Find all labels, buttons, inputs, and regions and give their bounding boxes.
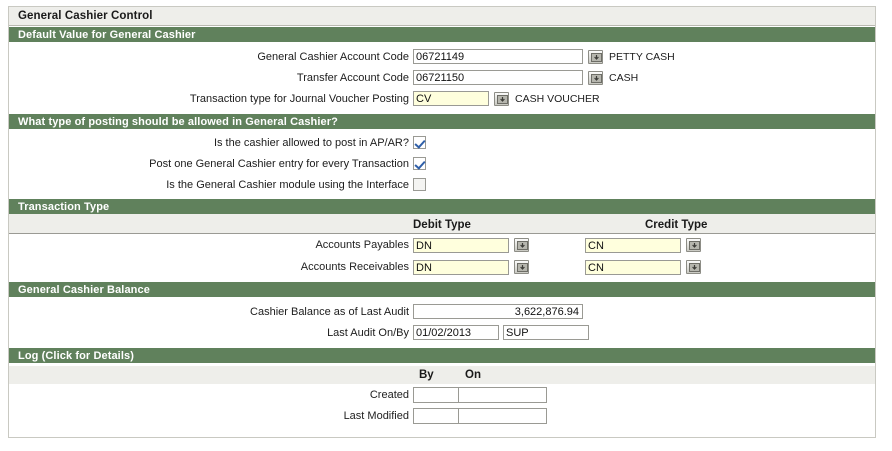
input-last-audit-date[interactable]: 01/02/2013 — [413, 325, 499, 340]
browse-icon[interactable] — [494, 91, 509, 106]
label-using-interface: Is the General Cashier module using the … — [166, 178, 409, 191]
checkbox-using-interface[interactable] — [413, 178, 426, 191]
input-accounts-payables-credit-type[interactable]: CN — [585, 237, 681, 253]
section-header-transaction-type-label: Transaction Type — [18, 200, 110, 213]
section-body-posting-options: Is the cashier allowed to post in AP/AR?… — [9, 129, 875, 198]
label-cashier-balance: Cashier Balance as of Last Audit — [250, 305, 409, 318]
description-journal-voucher-transaction-type: CASH VOUCHER — [515, 92, 600, 105]
section-body-log: By On Created Last Modified — [9, 363, 875, 432]
checkbox-row-using-interface: Is the General Cashier module using the … — [9, 174, 875, 195]
browse-icon[interactable] — [514, 238, 529, 252]
browse-icon[interactable] — [514, 260, 529, 274]
section-header-transaction-type: Transaction Type — [9, 198, 875, 214]
window-titlebar: General Cashier Control — [9, 7, 875, 26]
input-accounts-receivables-debit-type[interactable]: DN — [413, 259, 509, 275]
browse-icon[interactable] — [686, 260, 701, 274]
section-body-default-value: General Cashier Account Code 06721149 PE… — [9, 42, 875, 113]
section-header-posting-options: What type of posting should be allowed i… — [9, 113, 875, 129]
label-journal-voucher-transaction-type: Transaction type for Journal Voucher Pos… — [189, 92, 409, 105]
input-general-cashier-account-code[interactable]: 06721149 — [413, 49, 583, 64]
input-accounts-receivables-credit-type[interactable]: CN — [585, 259, 681, 275]
label-post-in-ap-ar: Is the cashier allowed to post in AP/AR? — [213, 136, 409, 149]
label-log-last-modified: Last Modified — [343, 409, 409, 422]
transaction-type-row-accounts-receivables: Accounts Receivables DN CN — [9, 256, 875, 278]
label-accounts-receivables: Accounts Receivables — [300, 261, 409, 273]
description-transfer-account-code: CASH — [609, 71, 639, 84]
transaction-type-row-accounts-payables: Accounts Payables DN CN — [9, 234, 875, 256]
field-row-cashier-balance: Cashier Balance as of Last Audit 3,622,8… — [9, 301, 875, 322]
field-row-last-audit: Last Audit On/By 01/02/2013 SUP — [9, 322, 875, 343]
label-last-audit: Last Audit On/By — [327, 326, 409, 339]
section-header-default-value-label: Default Value for General Cashier — [18, 28, 196, 41]
value-log-last-modified-on — [459, 407, 547, 424]
section-body-general-cashier-balance: Cashier Balance as of Last Audit 3,622,8… — [9, 297, 875, 347]
transaction-type-column-headers: Debit Type Credit Type — [9, 214, 875, 234]
checkbox-row-post-in-ap-ar: Is the cashier allowed to post in AP/AR? — [9, 132, 875, 153]
browse-icon[interactable] — [686, 238, 701, 252]
value-log-last-modified-by — [413, 407, 459, 424]
label-general-cashier-account-code: General Cashier Account Code — [257, 50, 409, 63]
section-body-transaction-type: Debit Type Credit Type Accounts Payables… — [9, 214, 875, 281]
section-header-log[interactable]: Log (Click for Details) — [9, 347, 875, 363]
section-header-general-cashier-balance-label: General Cashier Balance — [18, 283, 150, 296]
input-journal-voucher-transaction-type[interactable]: CV — [413, 91, 489, 106]
log-row-last-modified: Last Modified — [9, 405, 875, 426]
label-one-entry-per-transaction: Post one General Cashier entry for every… — [149, 157, 409, 170]
checkbox-post-in-ap-ar[interactable] — [413, 136, 426, 149]
column-header-debit-type: Debit Type — [413, 219, 471, 231]
value-log-created-on — [459, 386, 547, 403]
section-header-default-value: Default Value for General Cashier — [9, 26, 875, 42]
value-log-created-by — [413, 386, 459, 403]
log-column-headers: By On — [9, 366, 875, 384]
section-header-log-label: Log (Click for Details) — [18, 349, 134, 362]
column-header-log-by: By — [419, 369, 434, 381]
section-header-general-cashier-balance: General Cashier Balance — [9, 281, 875, 297]
label-log-created: Created — [369, 388, 409, 401]
general-cashier-control-panel: General Cashier Control Default Value fo… — [8, 6, 876, 438]
input-cashier-balance[interactable]: 3,622,876.94 — [413, 304, 583, 319]
checkbox-row-one-entry-per-transaction: Post one General Cashier entry for every… — [9, 153, 875, 174]
section-header-posting-options-label: What type of posting should be allowed i… — [18, 115, 338, 128]
log-row-created: Created — [9, 384, 875, 405]
column-header-credit-type: Credit Type — [645, 219, 708, 231]
description-general-cashier-account-code: PETTY CASH — [609, 50, 675, 63]
browse-icon[interactable] — [588, 49, 603, 64]
field-row-transfer-account-code: Transfer Account Code 06721150 CASH — [9, 67, 875, 88]
input-transfer-account-code[interactable]: 06721150 — [413, 70, 583, 85]
field-row-general-cashier-account-code: General Cashier Account Code 06721149 PE… — [9, 46, 875, 67]
browse-icon[interactable] — [588, 70, 603, 85]
input-accounts-payables-debit-type[interactable]: DN — [413, 237, 509, 253]
column-header-log-on: On — [465, 369, 481, 381]
input-last-audit-by[interactable]: SUP — [503, 325, 589, 340]
field-row-journal-voucher-transaction-type: Transaction type for Journal Voucher Pos… — [9, 88, 875, 109]
label-transfer-account-code: Transfer Account Code — [296, 71, 409, 84]
label-accounts-payables: Accounts Payables — [315, 239, 409, 251]
page-title: General Cashier Control — [18, 10, 153, 22]
checkbox-one-entry-per-transaction[interactable] — [413, 157, 426, 170]
